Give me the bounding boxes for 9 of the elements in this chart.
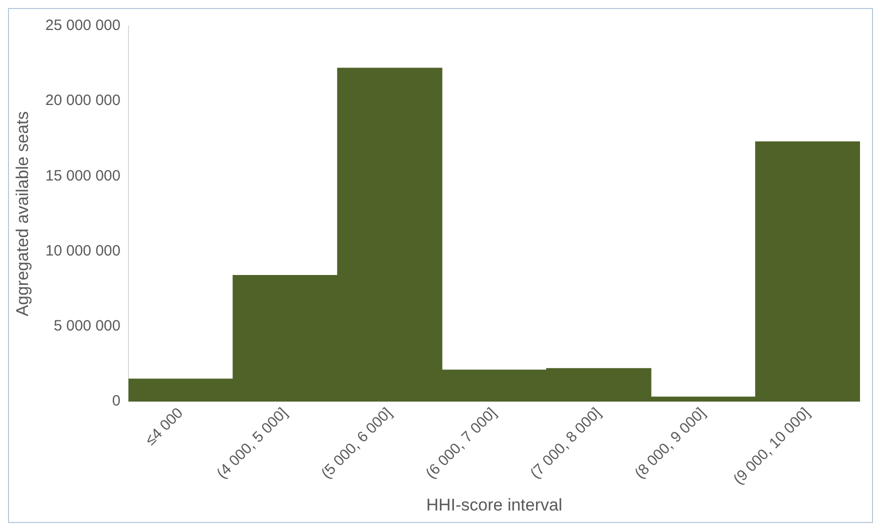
y-tick-label: 20 000 000 [45, 92, 120, 110]
y-tick-label: 10 000 000 [45, 242, 120, 260]
y-axis-title: Aggregated available seats [12, 111, 32, 316]
y-tick-label: 5 000 000 [54, 318, 120, 335]
y-tick-label: 25 000 000 [45, 17, 120, 34]
x-axis-title: HHI-score interval [426, 495, 562, 514]
y-tick-label: 0 [112, 392, 120, 410]
y-tick-label: 15 000 000 [45, 167, 120, 184]
x-tick-label: ≤4 000 [142, 404, 186, 450]
